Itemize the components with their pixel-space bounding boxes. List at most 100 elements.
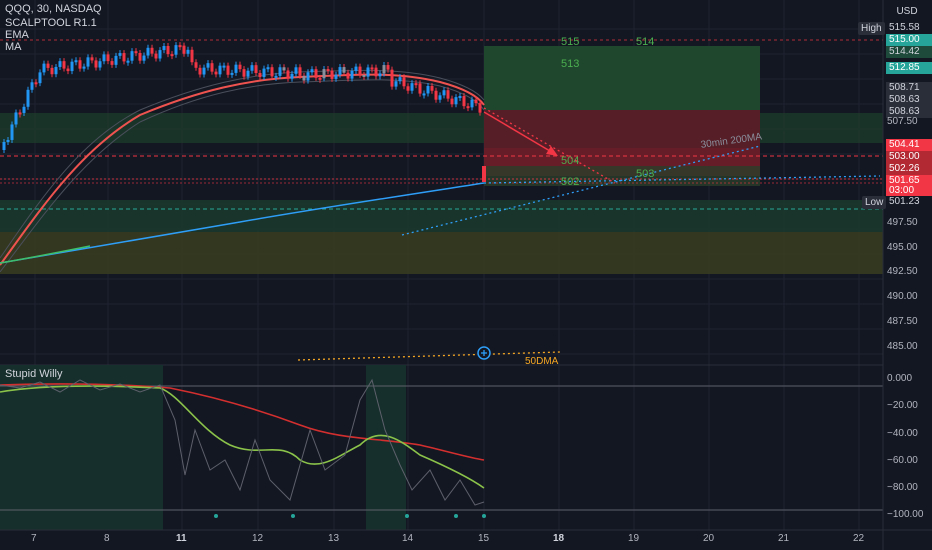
candle-body xyxy=(74,60,78,63)
candle-body xyxy=(226,65,230,75)
currency-label[interactable]: USD xyxy=(896,6,918,17)
oscillator-title[interactable]: Stupid Willy xyxy=(5,368,63,380)
candle-body xyxy=(178,45,182,48)
candle-body xyxy=(382,65,386,74)
candle-body xyxy=(158,50,162,59)
candle-body xyxy=(286,70,290,79)
candle-body xyxy=(362,74,366,77)
candle-body xyxy=(366,67,370,77)
candle-body xyxy=(314,69,318,78)
candle-body xyxy=(386,65,390,70)
candle-body xyxy=(410,83,414,91)
candle-body xyxy=(110,61,114,65)
candle-body xyxy=(42,63,46,73)
candle-body xyxy=(294,67,298,74)
candle-body xyxy=(422,93,426,96)
candle-body xyxy=(142,55,146,61)
candle-body xyxy=(114,55,118,65)
price-badge: 514.42 xyxy=(886,46,932,58)
time-tick: 14 xyxy=(402,533,414,544)
candle-body xyxy=(298,67,302,76)
candle-body xyxy=(334,74,338,79)
candles xyxy=(2,42,486,182)
symbol-title[interactable]: QQQ, 30, NASDAQ xyxy=(5,3,102,15)
time-tick: 12 xyxy=(252,533,264,544)
candle-body xyxy=(6,139,10,142)
candle-body xyxy=(358,66,362,75)
candle-body xyxy=(478,103,482,113)
candle-body xyxy=(206,63,210,68)
candle-body xyxy=(190,49,194,63)
price-tick: 495.00 xyxy=(887,242,918,253)
high-label: High xyxy=(858,22,885,35)
zones xyxy=(0,46,883,274)
candle-body xyxy=(390,69,394,87)
time-tick-bold: 11 xyxy=(176,533,187,544)
candle-body xyxy=(346,72,350,79)
price-badge: 515.00 xyxy=(886,34,932,46)
candle-body xyxy=(30,82,34,90)
candle-body xyxy=(222,65,226,68)
candle-body xyxy=(102,54,106,62)
candle-body xyxy=(262,68,266,77)
price-badge: 501.65 xyxy=(886,175,932,187)
indicator-scalptool[interactable]: SCALPTOOL R1.1 xyxy=(5,17,97,29)
candle-body xyxy=(330,70,334,79)
candle-body xyxy=(302,75,306,81)
candle-body xyxy=(394,81,398,87)
dma-note: 50DMA xyxy=(525,356,559,367)
candle-body xyxy=(26,89,30,107)
price-badge: 508.63 xyxy=(886,94,932,106)
candle-body xyxy=(426,85,430,94)
time-tick: 13 xyxy=(328,533,340,544)
candle-body xyxy=(194,62,198,68)
price-badge: 512.85 xyxy=(886,62,932,74)
candle-body xyxy=(458,96,462,99)
candle-body xyxy=(470,99,474,108)
candle-body xyxy=(342,67,346,73)
candle-body xyxy=(50,67,54,75)
time-tick: 22 xyxy=(853,533,865,544)
price-tick: 497.50 xyxy=(887,217,918,228)
osc-tick: −40.00 xyxy=(887,428,918,439)
indicator-ma[interactable]: MA xyxy=(5,41,22,53)
indicator-ema[interactable]: EMA xyxy=(5,29,29,41)
candle-body xyxy=(126,60,130,63)
candle-body xyxy=(66,68,70,72)
osc-tick: −20.00 xyxy=(887,400,918,411)
candle-body xyxy=(354,66,358,71)
candle-body xyxy=(370,67,374,70)
time-tick: 15 xyxy=(478,533,490,544)
level-lines xyxy=(0,39,883,210)
zone-label-513: 513 xyxy=(561,58,580,70)
candle-body xyxy=(134,51,138,54)
candle-body xyxy=(266,67,270,70)
jump-to-realtime-icon[interactable] xyxy=(477,346,491,360)
zone-label-504: 504 xyxy=(561,155,580,167)
candle-body xyxy=(430,85,434,91)
candle-body xyxy=(250,65,254,71)
candle-body xyxy=(318,77,322,80)
candle-body xyxy=(94,60,98,68)
candle-body xyxy=(278,67,282,76)
forecast-arrow xyxy=(483,111,558,156)
candle-body xyxy=(70,61,74,72)
candle-body xyxy=(138,52,142,61)
candle-body xyxy=(122,53,126,62)
candle-body xyxy=(454,97,458,105)
price-badge: 03:00 xyxy=(886,185,932,197)
osc-tick: −100.00 xyxy=(887,509,924,520)
candle-body xyxy=(146,47,150,56)
candle-body xyxy=(86,57,90,67)
candle-body xyxy=(418,83,422,94)
zone-label-514: 514 xyxy=(636,36,655,48)
candle-body xyxy=(310,69,314,73)
candle-body xyxy=(154,53,158,59)
candle-body xyxy=(402,77,406,87)
candle-body xyxy=(54,66,58,75)
candle-body xyxy=(434,90,438,100)
candle-body xyxy=(2,142,6,150)
osc-tick: −80.00 xyxy=(887,482,918,493)
price-badge: 504.41 xyxy=(886,139,932,151)
